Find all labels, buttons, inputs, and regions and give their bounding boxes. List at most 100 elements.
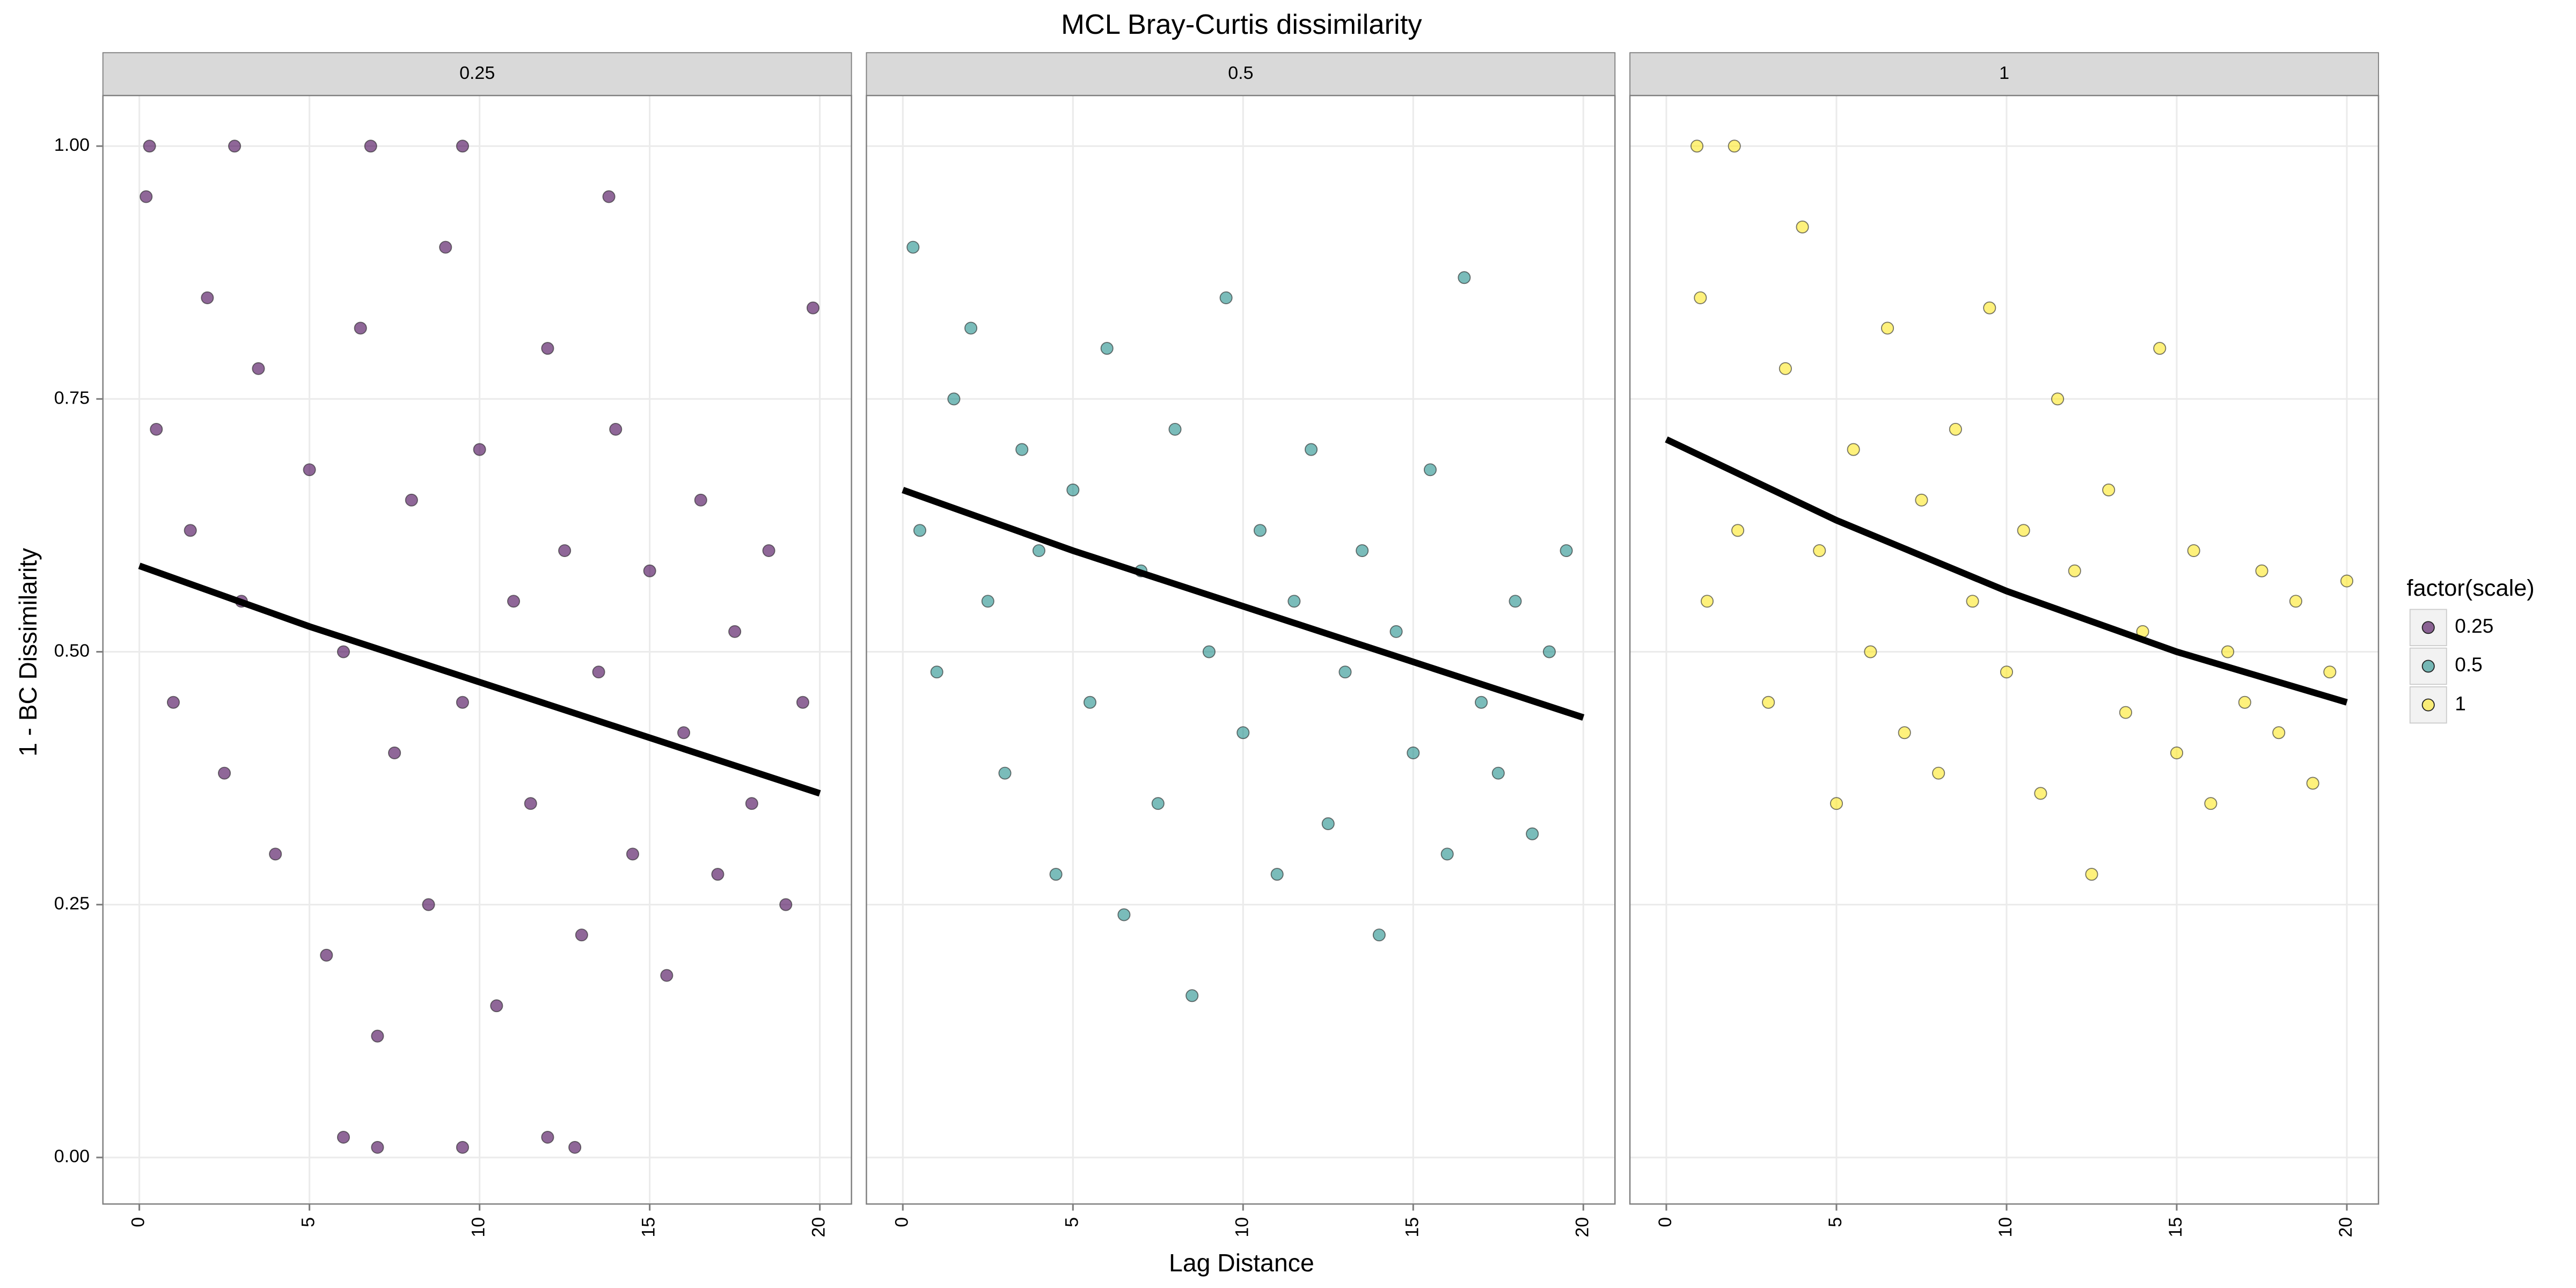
y-tick-label: 0.25 — [54, 894, 90, 914]
point — [140, 190, 153, 203]
point — [947, 392, 961, 406]
chart-title: MCL Bray-Curtis dissimilarity — [1061, 9, 1422, 40]
y-tick-label: 0.50 — [54, 641, 90, 661]
point — [694, 493, 707, 507]
point — [303, 463, 316, 477]
y-tick-label: 1.00 — [54, 135, 90, 155]
point — [806, 301, 820, 314]
point — [1321, 817, 1335, 830]
point — [1491, 766, 1505, 780]
point — [143, 140, 156, 153]
point — [473, 443, 486, 456]
point — [711, 868, 724, 881]
panel-background — [1630, 96, 2379, 1204]
point — [2085, 868, 2098, 881]
panel-strip — [866, 52, 1616, 96]
point — [2204, 797, 2218, 810]
x-tick-label: 5 — [1825, 1217, 1846, 1227]
x-tick-label: 10 — [1232, 1217, 1252, 1238]
legend-label: 0.25 — [2455, 615, 2493, 637]
legend-label: 1 — [2455, 692, 2466, 714]
point — [1881, 321, 1894, 335]
y-axis-label: 1 - BC Dissimilarity — [14, 547, 42, 757]
point — [336, 645, 350, 658]
point — [1407, 746, 1420, 759]
point — [456, 1140, 469, 1154]
point — [2153, 342, 2167, 355]
legend-marker — [2421, 698, 2435, 712]
point — [1864, 645, 1877, 658]
panel-strip — [102, 52, 852, 96]
point — [1915, 493, 1928, 507]
point — [779, 898, 793, 911]
point — [1731, 524, 1745, 537]
point — [1066, 484, 1080, 496]
point — [575, 928, 588, 942]
panel-strip — [1629, 52, 2379, 96]
strip-label: 1 — [1999, 63, 2009, 83]
point — [2170, 746, 2184, 759]
point — [964, 321, 978, 335]
point — [1700, 595, 1714, 608]
x-tick-label: 10 — [468, 1217, 488, 1238]
point — [2017, 524, 2030, 537]
panel-border — [866, 94, 1616, 1205]
x-tick-label: 15 — [2165, 1217, 2186, 1238]
trend-line — [138, 562, 821, 797]
point — [1168, 422, 1182, 436]
panel-border — [102, 94, 852, 1205]
point — [1117, 908, 1131, 921]
point — [252, 362, 265, 375]
x-tick-label: 10 — [1995, 1217, 2016, 1238]
point — [906, 240, 920, 254]
point — [364, 140, 377, 153]
point — [1389, 625, 1403, 638]
point — [1338, 665, 1352, 679]
point — [2119, 706, 2132, 719]
point — [2068, 564, 2081, 577]
point — [1440, 847, 1454, 861]
point — [677, 726, 691, 740]
point — [930, 665, 943, 679]
point — [913, 524, 927, 537]
x-tick-label: 20 — [2336, 1217, 2356, 1238]
x-tick-label: 0 — [891, 1217, 912, 1227]
point — [456, 696, 469, 709]
point — [1475, 696, 1488, 709]
point — [1932, 766, 1945, 780]
point — [2272, 726, 2286, 740]
point — [1372, 928, 1386, 942]
point — [1983, 301, 1996, 314]
point — [1270, 868, 1284, 881]
point — [998, 766, 1012, 780]
point — [1015, 443, 1029, 456]
point — [1423, 463, 1437, 477]
x-tick-label: 5 — [1062, 1217, 1082, 1227]
x-tick-label: 15 — [638, 1217, 658, 1238]
point — [2221, 645, 2235, 658]
y-tick-label: 0.00 — [54, 1146, 90, 1167]
point — [1728, 140, 1741, 153]
point — [218, 766, 231, 780]
point — [1813, 544, 1826, 558]
point — [1202, 645, 1216, 658]
x-tick-label: 20 — [809, 1217, 829, 1238]
panel-background — [866, 96, 1615, 1204]
point — [2000, 665, 2014, 679]
point — [541, 342, 554, 355]
point — [524, 797, 537, 810]
point — [507, 595, 521, 608]
point — [150, 422, 163, 436]
point — [2306, 777, 2319, 790]
x-tick-label: 20 — [1572, 1217, 1592, 1238]
point — [541, 1131, 554, 1144]
point — [228, 140, 241, 153]
point — [201, 291, 214, 304]
point — [1185, 989, 1199, 1002]
point — [1458, 271, 1471, 284]
point — [1779, 362, 1792, 375]
point — [1847, 443, 1860, 456]
legend-marker — [2421, 660, 2435, 673]
point — [320, 948, 333, 962]
point — [2323, 665, 2337, 679]
